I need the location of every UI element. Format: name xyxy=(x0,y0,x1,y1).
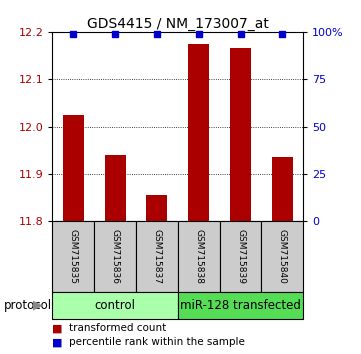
Text: GSM715837: GSM715837 xyxy=(152,229,161,284)
Bar xyxy=(63,115,84,221)
Bar xyxy=(147,195,168,221)
Bar xyxy=(52,221,94,292)
Bar xyxy=(136,221,178,292)
Bar xyxy=(272,157,293,221)
Text: ■: ■ xyxy=(52,337,63,348)
Text: GSM715839: GSM715839 xyxy=(236,229,245,284)
Text: GSM715835: GSM715835 xyxy=(69,229,78,284)
Text: GSM715838: GSM715838 xyxy=(194,229,203,284)
Text: ▶: ▶ xyxy=(33,299,43,312)
Text: miR-128 transfected: miR-128 transfected xyxy=(180,299,301,312)
Text: ■: ■ xyxy=(52,323,63,333)
Bar xyxy=(105,155,126,221)
Bar xyxy=(188,44,209,221)
Bar xyxy=(219,221,261,292)
Bar xyxy=(178,292,303,319)
Text: GSM715836: GSM715836 xyxy=(110,229,119,284)
Text: percentile rank within the sample: percentile rank within the sample xyxy=(69,337,244,348)
Bar xyxy=(230,48,251,221)
Text: control: control xyxy=(95,299,136,312)
Bar xyxy=(261,221,303,292)
Bar xyxy=(178,221,219,292)
Text: GSM715840: GSM715840 xyxy=(278,229,287,284)
Bar xyxy=(94,221,136,292)
Text: protocol: protocol xyxy=(4,299,52,312)
Title: GDS4415 / NM_173007_at: GDS4415 / NM_173007_at xyxy=(87,17,269,31)
Bar xyxy=(52,292,178,319)
Text: transformed count: transformed count xyxy=(69,323,166,333)
